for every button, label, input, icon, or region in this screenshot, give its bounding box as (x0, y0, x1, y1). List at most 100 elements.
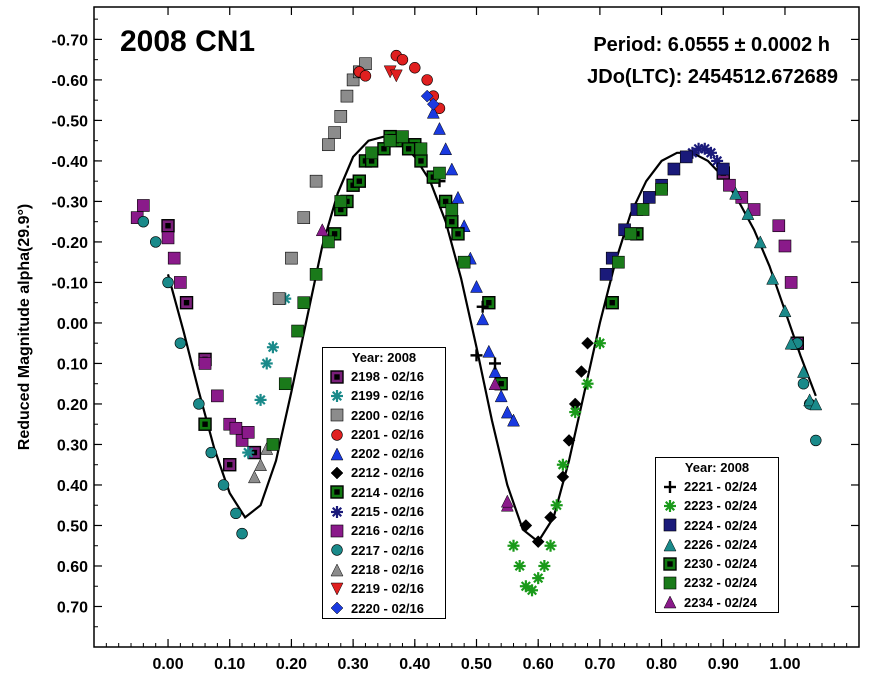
period-annotation: Period: 6.0555 ± 0.0002 h (593, 34, 830, 56)
legend-marker (664, 499, 676, 512)
data-point (272, 292, 286, 305)
data-point (230, 507, 242, 520)
legend-marker-icon (663, 576, 677, 590)
legend-label: 2215 - 02/16 (351, 504, 425, 520)
data-point (476, 312, 490, 326)
x-tick-label: 0.80 (646, 656, 677, 673)
data-point (260, 357, 273, 370)
legend-marker-icon (663, 557, 677, 571)
data-point (716, 162, 730, 176)
data-point (556, 470, 570, 484)
data-point (174, 276, 187, 289)
x-tick-label: 0.90 (708, 656, 739, 673)
data-point (198, 357, 212, 370)
data-point (291, 324, 304, 338)
x-tick-label: 1.00 (769, 656, 800, 673)
y-tick-label: -0.50 (52, 113, 89, 130)
legend-marker-icon (330, 524, 344, 538)
data-point (414, 154, 428, 168)
legend-entry: 2201 - 02/16 (323, 425, 445, 444)
data-point (229, 421, 243, 435)
y-tick-label: 0.30 (57, 437, 88, 454)
data-point (420, 89, 434, 103)
data-point (167, 251, 181, 265)
data-point (309, 174, 323, 188)
y-tick-label: 0.10 (57, 356, 88, 373)
legend-marker-icon (330, 447, 344, 461)
y-tick-label: -0.60 (52, 73, 89, 90)
data-point (544, 539, 557, 552)
legend-marker-icon (330, 485, 344, 500)
legend-entry: 2202 - 02/16 (323, 444, 445, 463)
data-point (655, 182, 668, 196)
data-point (396, 53, 409, 66)
legend-label: 2232 - 02/24 (684, 575, 758, 591)
legend-marker (331, 389, 343, 402)
data-point (605, 295, 619, 310)
data-point (636, 203, 650, 216)
data-point (340, 89, 354, 103)
epoch-annotation: JDo(LTC): 2454512.672689 (587, 66, 838, 88)
data-point (137, 199, 150, 212)
data-point (242, 446, 255, 459)
legend-label: 2198 - 02/16 (351, 369, 425, 384)
legend-entry: 2234 - 02/24 (656, 593, 778, 612)
legend-marker-icon (331, 505, 343, 518)
legend-label: 2226 - 02/24 (684, 536, 758, 552)
legend-right-title: Year: 2008 (684, 460, 750, 475)
legend-marker (664, 480, 676, 493)
data-point (334, 195, 348, 208)
legend-label: 2224 - 02/24 (684, 517, 758, 533)
legend-marker (330, 485, 344, 500)
legend-marker (330, 447, 344, 461)
data-point (297, 296, 311, 309)
legend-label: 2212 - 02/16 (351, 465, 425, 481)
legend-marker-icon (663, 518, 677, 532)
data-point (137, 215, 150, 228)
legend-marker-icon (663, 537, 677, 551)
data-point (526, 584, 539, 597)
data-point (223, 458, 237, 472)
legend-marker-icon (331, 428, 343, 441)
data-point (575, 365, 588, 378)
y-tick-label: -0.30 (52, 194, 89, 211)
data-point (179, 295, 194, 310)
legend-marker-icon (664, 480, 676, 493)
data-point (797, 378, 810, 390)
legend-marker (663, 518, 677, 532)
data-point (359, 70, 372, 82)
data-point (562, 434, 576, 447)
x-tick-label: 0.60 (523, 656, 554, 673)
x-tick-label: 0.00 (152, 656, 183, 673)
data-point (612, 255, 625, 269)
data-point (679, 150, 693, 164)
y-tick-label: 0.20 (57, 397, 88, 414)
legend-label: 2202 - 02/16 (351, 446, 425, 462)
legend-label: 2223 - 02/24 (684, 498, 758, 514)
legend-marker (331, 544, 343, 557)
legend-marker-icon (331, 389, 343, 402)
legend-label: 2216 - 02/16 (351, 523, 425, 539)
data-point (254, 393, 267, 406)
legend-entry: 2217 - 02/16 (323, 541, 445, 560)
data-point (445, 203, 459, 216)
data-point (359, 57, 372, 71)
legend-entry: 2223 - 02/24 (656, 496, 778, 515)
legend-entry: 2232 - 02/24 (656, 573, 778, 592)
legend-marker-icon (664, 499, 676, 512)
data-point (599, 268, 613, 281)
data-point (532, 572, 545, 585)
data-point (433, 121, 446, 135)
data-point (482, 344, 496, 358)
legend-label: 2217 - 02/16 (351, 542, 425, 558)
data-point (544, 511, 557, 524)
data-point (810, 434, 822, 447)
data-point (241, 426, 255, 439)
data-point (772, 219, 786, 233)
data-point (205, 446, 217, 459)
data-point (266, 438, 280, 451)
data-point (784, 336, 798, 350)
data-point (383, 134, 397, 147)
legend-label: 2201 - 02/16 (351, 426, 425, 442)
